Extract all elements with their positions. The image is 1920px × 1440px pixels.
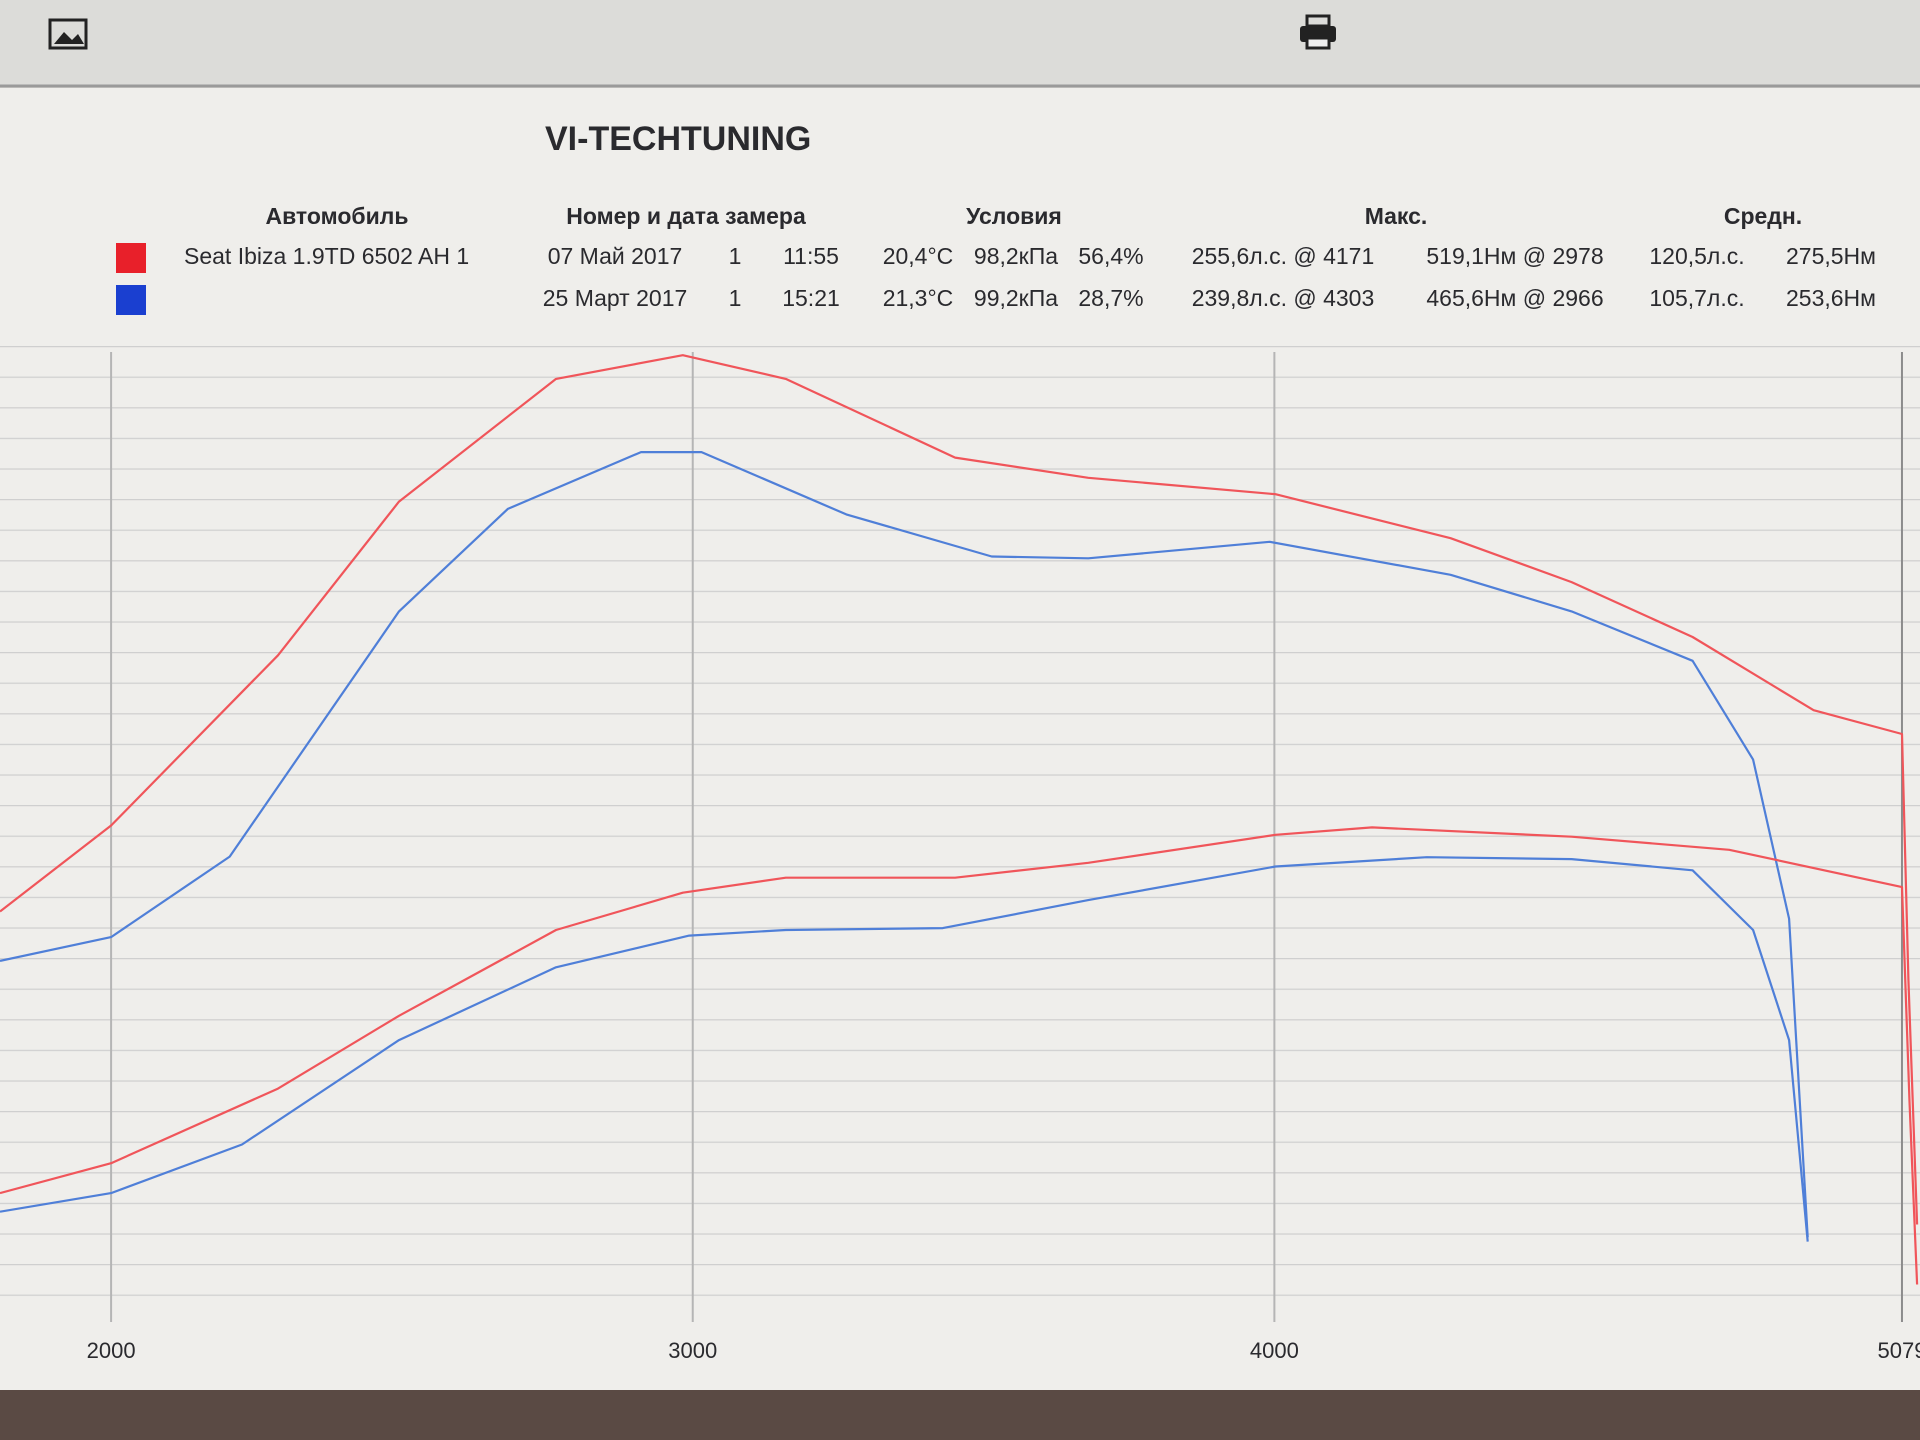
table-cell: 120,5л.с. [1649,243,1744,269]
legend-swatch [116,243,146,273]
table-cell: 56,4% [1078,243,1143,269]
image-icon[interactable] [48,18,88,50]
column-header: Условия [966,203,1062,229]
table-cell: 99,2кПа [974,285,1058,311]
table-cell: 07 Май 2017 [548,243,683,269]
x-tick-label: 3000 [668,1338,717,1363]
table-cell: 275,5Нм [1786,243,1876,269]
column-header: Номер и дата замера [566,203,806,229]
table-cell: 28,7% [1078,285,1143,311]
plot: 2000 3000 4000 5079 [0,352,1920,1363]
ruled-background [0,346,1920,1322]
table-cell: Seat Ibiza 1.9TD 6502 AH 1 [184,243,469,269]
table-cell: 105,7л.с. [1649,285,1744,311]
print-icon[interactable] [1300,14,1336,50]
table-cell: 1 [729,243,742,269]
curve [0,856,1809,1242]
table-cell: 465,6Нм @ 2966 [1426,285,1603,311]
table-cell: 239,8л.с. @ 4303 [1192,285,1375,311]
x-tick-label: 5079 [1877,1338,1920,1363]
column-header: Средн. [1724,203,1802,229]
column-header: Макс. [1365,203,1428,229]
table-cell: 15:21 [782,285,840,311]
toolbar [0,0,1920,86]
table-cell: 519,1Нм @ 2978 [1426,243,1603,269]
curve [0,826,1919,1285]
legend-swatch [116,285,146,315]
screen-bezel [0,1390,1920,1440]
column-header: Автомобиль [265,203,408,229]
table-cell: 20,4°C [883,243,954,269]
table-cell: 25 Март 2017 [543,285,688,311]
curve [0,451,1809,1238]
report-title: VI-TECHTUNING [545,120,811,158]
table-cell: 1 [729,285,742,311]
x-tick-label: 2000 [87,1338,136,1363]
table-cell: 11:55 [783,243,839,269]
table-cell: 98,2кПа [974,243,1058,269]
table-cell: 21,3°C [883,285,954,311]
x-tick-label: 4000 [1250,1338,1299,1363]
table-cell: 255,6л.с. @ 4171 [1192,243,1375,269]
table-cell: 253,6Нм [1786,285,1876,311]
runs-table: Seat Ibiza 1.9TD 6502 AH 1 07 Май 2017 1 11… [116,243,1876,315]
curve [0,354,1919,1225]
